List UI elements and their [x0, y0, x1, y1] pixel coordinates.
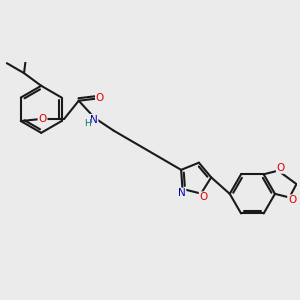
Text: O: O [96, 94, 104, 103]
Text: N: N [90, 115, 98, 125]
Text: O: O [277, 163, 285, 173]
Text: N: N [178, 188, 185, 199]
Text: H: H [84, 119, 91, 128]
Text: O: O [38, 114, 47, 124]
Text: O: O [288, 195, 296, 205]
Text: O: O [200, 192, 208, 202]
